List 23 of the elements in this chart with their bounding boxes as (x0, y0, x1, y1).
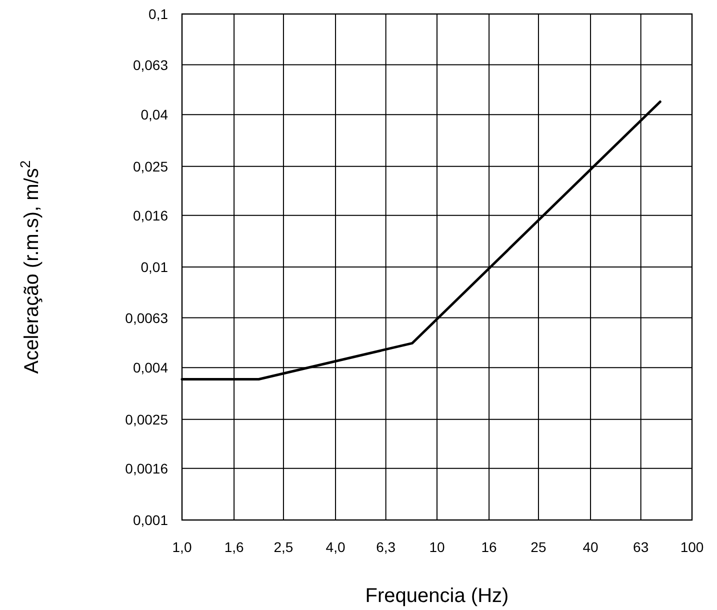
x-tick-label: 2,5 (274, 539, 294, 555)
y-tick-label: 0,004 (132, 360, 168, 376)
x-tick-label: 1,6 (224, 539, 244, 555)
x-tick-label: 10 (429, 539, 445, 555)
y-tick-label: 0,063 (132, 56, 168, 73)
y-tick-label: 0,0063 (125, 310, 168, 326)
x-axis-title: Frequencia (Hz) (365, 585, 509, 607)
x-tick-label: 1,0 (172, 539, 192, 555)
x-tick-label: 25 (530, 539, 546, 555)
x-tick-label: 6,3 (376, 539, 396, 555)
x-tick-label: 63 (633, 539, 649, 555)
y-tick-label: 0,01 (140, 259, 168, 275)
y-tick-label: 0,0016 (125, 460, 168, 476)
y-tick-label: 0,025 (132, 158, 168, 174)
x-tick-label: 40 (582, 539, 599, 555)
x-tick-label: 16 (481, 539, 498, 555)
y-tick-label: 0,04 (140, 106, 168, 123)
y-tick-label: 0,0025 (125, 411, 168, 428)
x-tick-label: 100 (680, 539, 704, 555)
y-tick-label: 0,016 (132, 207, 168, 224)
x-tick-label: 4,0 (326, 539, 346, 555)
y-tick-label: 0,001 (132, 512, 168, 528)
y-tick-label: 0,1 (148, 6, 168, 22)
